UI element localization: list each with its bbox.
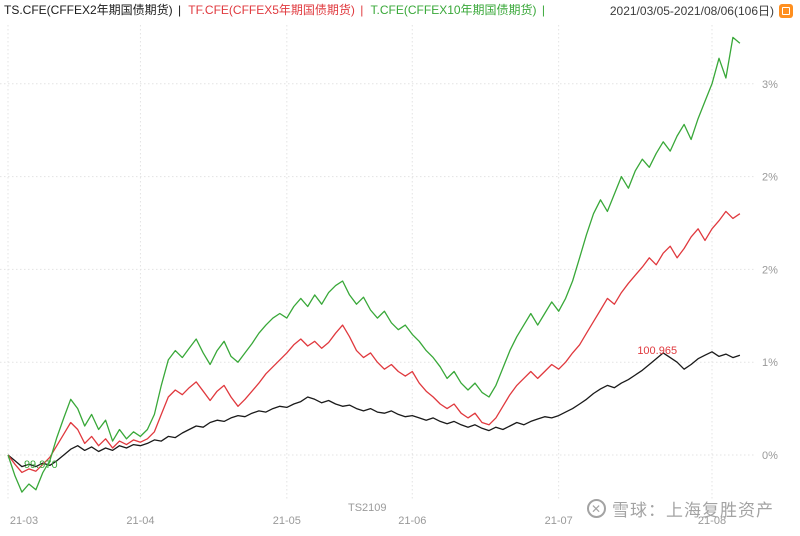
legend-label-ts: TS.CFE(CFFEX2年期国债期货) xyxy=(4,3,173,17)
contract-code-label: TS2109 xyxy=(348,502,387,514)
x-axis-tick-label: 21-06 xyxy=(398,515,426,527)
xueqiu-logo-icon: ✕ xyxy=(587,499,606,518)
y-axis-tick-label: 1% xyxy=(762,357,778,369)
date-range-label: 2021/03/05-2021/08/06(106日) xyxy=(609,4,774,18)
legend-item-tf[interactable]: TF.CFE(CFFEX5年期国债期货) | xyxy=(188,3,365,17)
camera-icon[interactable] xyxy=(779,4,793,18)
legend-label-tf: TF.CFE(CFFEX5年期国债期货) xyxy=(188,3,355,17)
y-axis-tick-label: 3% xyxy=(762,79,778,91)
x-axis-tick-label: 21-03 xyxy=(10,515,38,527)
x-axis-tick-label: 21-07 xyxy=(545,515,573,527)
chart-header: TS.CFE(CFFEX2年期国债期货) | TF.CFE(CFFEX5年期国债… xyxy=(4,2,796,20)
x-axis-tick-label: 21-04 xyxy=(126,515,154,527)
series-line-TS.CFE[interactable] xyxy=(7,351,741,468)
legend-separator: | xyxy=(360,3,364,17)
legend-item-t[interactable]: T.CFE(CFFEX10年期国债期货) | xyxy=(371,3,547,17)
y-axis-tick-label: 2% xyxy=(762,264,778,276)
watermark: ✕ 雪球：上海复胜资产 xyxy=(587,496,774,521)
x-axis-tick-label: 21-08 xyxy=(698,515,726,527)
series-legend: TS.CFE(CFFEX2年期国债期货) | TF.CFE(CFFEX5年期国债… xyxy=(4,2,549,18)
y-axis-tick-label: 2% xyxy=(762,172,778,184)
legend-label-t: T.CFE(CFFEX10年期国债期货) xyxy=(370,3,537,17)
legend-separator: | xyxy=(178,3,182,17)
high-price-annotation: 100.965 xyxy=(637,344,678,357)
watermark-text: 雪球：上海复胜资产 xyxy=(612,501,774,520)
y-axis-tick-label: 0% xyxy=(762,450,778,462)
low-price-annotation: 99.970 xyxy=(23,459,58,472)
series-line-TF.CFE[interactable] xyxy=(7,210,741,474)
legend-item-ts[interactable]: TS.CFE(CFFEX2年期国债期货) | xyxy=(4,3,183,17)
x-axis-tick-label: 21-05 xyxy=(273,515,301,527)
series-line-T.CFE[interactable] xyxy=(7,36,741,493)
legend-separator: | xyxy=(541,3,546,17)
